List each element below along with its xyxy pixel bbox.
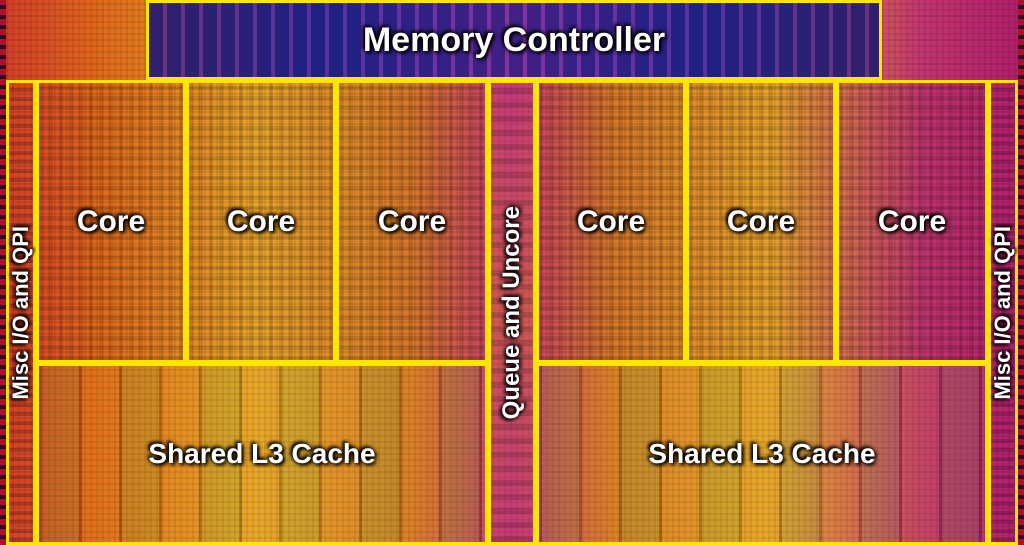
region-core3: Core <box>336 80 488 363</box>
region-label: Memory Controller <box>363 21 665 60</box>
region-label: Queue and Uncore <box>498 206 526 419</box>
region-l3_right: Shared L3 Cache <box>536 363 988 545</box>
region-core2: Core <box>186 80 336 363</box>
region-l3_left: Shared L3 Cache <box>36 363 488 545</box>
region-label: Core <box>378 205 446 239</box>
region-label: Core <box>77 205 145 239</box>
region-label: Core <box>577 205 645 239</box>
region-io_left: Misc I/O and QPI <box>6 80 36 545</box>
region-label: Misc I/O and QPI <box>8 226 34 400</box>
region-memory_controller: Memory Controller <box>146 0 882 80</box>
region-core6: Core <box>836 80 988 363</box>
region-io_right: Misc I/O and QPI <box>988 80 1018 545</box>
region-label: Shared L3 Cache <box>648 438 875 470</box>
cpu-die-diagram: Memory Controller Misc I/O and QPI Misc I/… <box>0 0 1024 545</box>
region-core5: Core <box>686 80 836 363</box>
region-queue: Queue and Uncore <box>488 80 536 545</box>
region-core1: Core <box>36 80 186 363</box>
region-label: Misc I/O and QPI <box>990 226 1016 400</box>
region-label: Core <box>727 205 795 239</box>
region-core4: Core <box>536 80 686 363</box>
region-label: Core <box>878 205 946 239</box>
region-label: Core <box>227 205 295 239</box>
region-label: Shared L3 Cache <box>148 438 375 470</box>
